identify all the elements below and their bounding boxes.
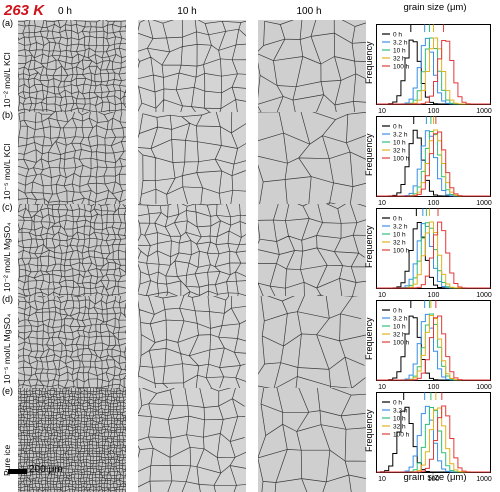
micrograph	[258, 388, 366, 492]
micrograph	[258, 204, 366, 308]
tick-label: 100	[428, 292, 440, 299]
tick-label: 1000	[476, 384, 492, 391]
legend-label: 0 h	[393, 216, 402, 223]
histogram-series-100-h	[376, 405, 491, 473]
frequency-axis-label: Frequency	[364, 317, 374, 360]
frequency-axis-label: Frequency	[364, 133, 374, 176]
tick-label: 1000	[476, 292, 492, 299]
legend-label: 3.2 h	[393, 408, 408, 415]
tick-label: 100	[428, 200, 440, 207]
tick-label: 100	[428, 108, 440, 115]
legend-label: 3.2 h	[393, 224, 408, 231]
frequency-axis-label: Frequency	[364, 409, 374, 452]
legend-label: 10 h	[393, 232, 406, 239]
scale-bar	[8, 469, 27, 474]
tick-label: 10	[378, 108, 386, 115]
micrograph	[18, 20, 126, 124]
legend-label: 10 h	[393, 416, 406, 423]
row-tag: (c)	[2, 202, 13, 212]
legend-label: 10 h	[393, 140, 406, 147]
legend-label: 3.2 h	[393, 132, 408, 139]
row-tag: (d)	[2, 294, 13, 304]
micrograph	[138, 204, 246, 308]
histogram-series-100-h	[376, 221, 491, 289]
tick-label: 10	[378, 384, 386, 391]
tick-label: 1000	[476, 108, 492, 115]
legend-label: 100 h	[393, 432, 410, 439]
micrograph	[138, 296, 246, 400]
micrograph	[258, 296, 366, 400]
tick-label: 10	[378, 292, 386, 299]
legend-label: 32 h	[393, 148, 406, 155]
legend-label: 32 h	[393, 56, 406, 63]
legend-label: 32 h	[393, 424, 406, 431]
micrograph	[138, 112, 246, 216]
legend-label: 100 h	[393, 64, 410, 71]
legend-label: 100 h	[393, 156, 410, 163]
row-tag: (e)	[2, 386, 13, 396]
legend-label: 32 h	[393, 240, 406, 247]
legend-label: 0 h	[393, 308, 402, 315]
legend-label: 10 h	[393, 324, 406, 331]
legend-label: 0 h	[393, 32, 402, 39]
legend-label: 32 h	[393, 332, 406, 339]
legend-label: 3.2 h	[393, 316, 408, 323]
tick-label: 100	[428, 476, 440, 483]
row-side-label: 10⁻² mol/L MgSO₄	[2, 222, 12, 292]
frequency-axis-label: Frequency	[364, 41, 374, 84]
legend-label: 3.2 h	[393, 40, 408, 47]
frequency-axis-label: Frequency	[364, 225, 374, 268]
micrograph	[18, 204, 126, 308]
histogram-series-100-h	[376, 315, 491, 381]
tick-label: 10	[378, 476, 386, 483]
micrograph	[138, 388, 246, 492]
micrograph	[258, 20, 366, 124]
micrograph	[18, 112, 126, 216]
tick-label: 100	[428, 384, 440, 391]
top-axis-label: grain size (μm)	[403, 2, 467, 13]
tick-label: 1000	[476, 476, 492, 483]
histogram-series-100-h	[376, 39, 491, 105]
legend-label: 10 h	[393, 48, 406, 55]
row-side-label: 10⁻² mol/L KCl	[2, 52, 12, 108]
micrograph	[138, 20, 246, 124]
column-header-100h: 100 h	[296, 6, 322, 17]
micrograph	[258, 112, 366, 216]
legend-label: 0 h	[393, 400, 402, 407]
legend-label: 0 h	[393, 124, 402, 131]
figure-title: 263 K	[4, 2, 45, 19]
column-header-0h: 0 h	[58, 6, 72, 17]
scale-bar-label: 200 μm	[29, 464, 63, 475]
micrograph	[18, 388, 126, 492]
column-header-10h: 10 h	[177, 6, 197, 17]
bottom-axis-label: grain size (μm)	[403, 472, 467, 483]
tick-label: 1000	[476, 200, 492, 207]
row-tag: (b)	[2, 110, 13, 120]
histogram-series-100-h	[376, 131, 491, 197]
tick-label: 10	[378, 200, 386, 207]
legend-label: 100 h	[393, 340, 410, 347]
row-side-label: 10⁻⁵ mol/L KCl	[2, 143, 12, 200]
legend-label: 100 h	[393, 248, 410, 255]
micrograph	[18, 296, 126, 400]
row-tag: (a)	[2, 18, 13, 28]
row-side-label: 10⁻⁵ mol/L MgSO₄	[2, 313, 12, 384]
